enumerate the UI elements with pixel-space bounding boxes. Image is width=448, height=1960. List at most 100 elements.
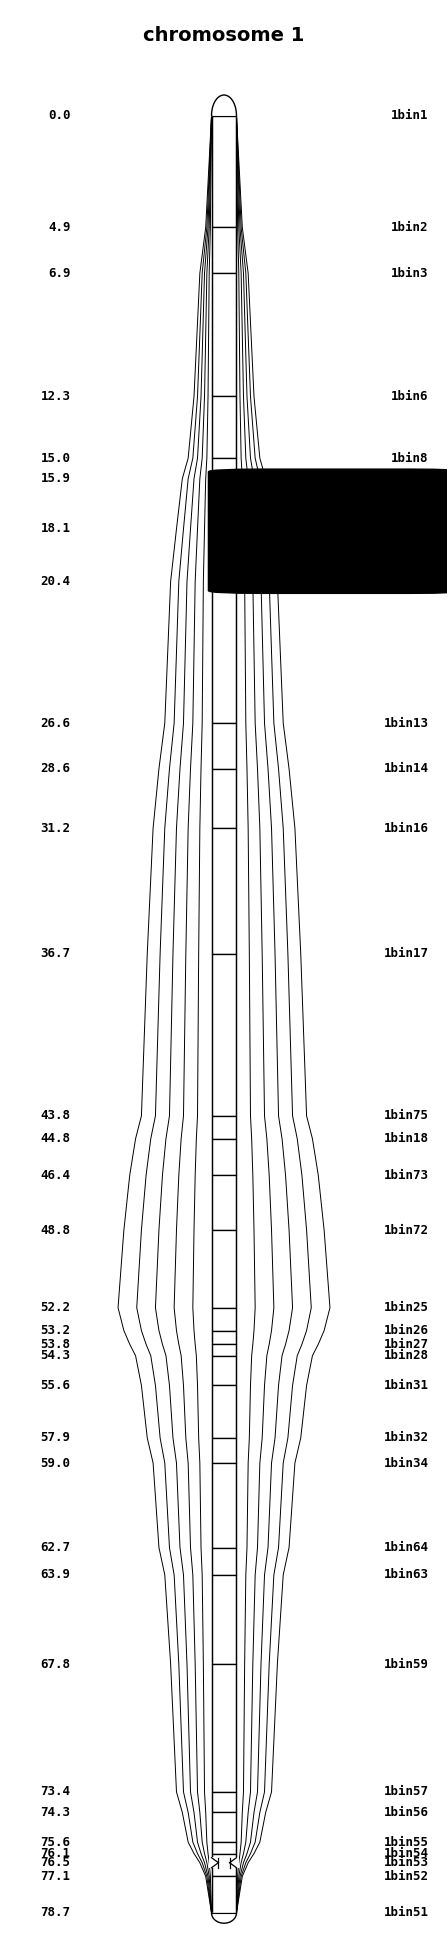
Bar bbox=[211, 1356, 237, 1386]
Text: 26.6: 26.6 bbox=[40, 717, 70, 729]
Text: 1bin63: 1bin63 bbox=[384, 1568, 429, 1582]
Text: 1bin17: 1bin17 bbox=[384, 947, 429, 960]
Bar bbox=[211, 1876, 237, 1913]
Text: 75.6: 75.6 bbox=[40, 1837, 70, 1848]
Text: 31.2: 31.2 bbox=[40, 821, 70, 835]
Text: 1bin25: 1bin25 bbox=[384, 1301, 429, 1315]
Bar bbox=[211, 1462, 237, 1548]
Bar bbox=[211, 582, 237, 723]
Text: 67.8: 67.8 bbox=[40, 1658, 70, 1670]
Text: 28.6: 28.6 bbox=[40, 762, 70, 776]
Text: 1bin31: 1bin31 bbox=[384, 1380, 429, 1392]
Text: 1bin34: 1bin34 bbox=[384, 1456, 429, 1470]
Text: 1bin32: 1bin32 bbox=[384, 1431, 429, 1445]
Text: 1bin73: 1bin73 bbox=[384, 1168, 429, 1182]
Text: 57.9: 57.9 bbox=[40, 1431, 70, 1445]
Bar bbox=[211, 1345, 237, 1356]
Text: 1bin13: 1bin13 bbox=[384, 717, 429, 729]
Text: 76.1: 76.1 bbox=[40, 1846, 70, 1860]
Bar bbox=[211, 227, 237, 272]
Bar bbox=[211, 1576, 237, 1664]
Text: 1bin51: 1bin51 bbox=[384, 1907, 429, 1919]
Text: 0.0: 0.0 bbox=[48, 110, 70, 122]
Text: 1bin26: 1bin26 bbox=[384, 1325, 429, 1337]
Text: 12.3: 12.3 bbox=[40, 390, 70, 404]
Text: 6.9: 6.9 bbox=[48, 267, 70, 280]
Bar bbox=[211, 1862, 237, 1876]
Text: chromosome 1: chromosome 1 bbox=[143, 25, 305, 45]
Text: 1bin56: 1bin56 bbox=[384, 1805, 429, 1819]
Text: 74.3: 74.3 bbox=[40, 1805, 70, 1819]
Text: 1bin27: 1bin27 bbox=[384, 1339, 429, 1350]
Text: 15.0: 15.0 bbox=[40, 451, 70, 465]
Text: 62.7: 62.7 bbox=[40, 1541, 70, 1554]
Text: 46.4: 46.4 bbox=[40, 1168, 70, 1182]
Text: 1bin64: 1bin64 bbox=[384, 1541, 429, 1554]
Text: 48.8: 48.8 bbox=[40, 1223, 70, 1237]
Text: 54.3: 54.3 bbox=[40, 1348, 70, 1362]
Text: 20.4: 20.4 bbox=[40, 574, 70, 588]
Bar bbox=[211, 1854, 237, 1862]
Text: 1bin3: 1bin3 bbox=[391, 267, 429, 280]
Text: 1bin11: 1bin11 bbox=[384, 574, 429, 588]
Bar bbox=[211, 396, 237, 459]
Text: 1bin28: 1bin28 bbox=[384, 1348, 429, 1362]
FancyBboxPatch shape bbox=[208, 468, 448, 594]
Text: 78.7: 78.7 bbox=[40, 1907, 70, 1919]
Bar bbox=[211, 529, 237, 582]
Bar bbox=[211, 829, 237, 955]
Text: 1bin18: 1bin18 bbox=[384, 1133, 429, 1145]
Bar bbox=[211, 1813, 237, 1842]
Text: 53.8: 53.8 bbox=[40, 1339, 70, 1350]
Bar bbox=[211, 1842, 237, 1854]
Text: 1bin53: 1bin53 bbox=[384, 1856, 429, 1870]
Bar bbox=[211, 1664, 237, 1791]
Text: 36.7: 36.7 bbox=[40, 947, 70, 960]
Bar bbox=[211, 955, 237, 1115]
Text: 43.8: 43.8 bbox=[40, 1109, 70, 1123]
Text: 4.9: 4.9 bbox=[48, 221, 70, 233]
Text: 1bin75: 1bin75 bbox=[384, 1109, 429, 1123]
Text: 1bin8: 1bin8 bbox=[391, 451, 429, 465]
Bar bbox=[211, 1307, 237, 1331]
Text: 15.9: 15.9 bbox=[40, 472, 70, 486]
Bar bbox=[211, 1115, 237, 1139]
Bar bbox=[211, 116, 237, 227]
Text: 1bin52: 1bin52 bbox=[384, 1870, 429, 1884]
Text: 76.5: 76.5 bbox=[40, 1856, 70, 1870]
Bar bbox=[211, 459, 237, 478]
Bar bbox=[211, 723, 237, 768]
Bar bbox=[209, 1856, 239, 1868]
Bar bbox=[211, 1176, 237, 1231]
Bar bbox=[211, 1331, 237, 1345]
Text: 1bin59: 1bin59 bbox=[384, 1658, 429, 1670]
Bar bbox=[211, 1386, 237, 1439]
Text: 1bin55: 1bin55 bbox=[384, 1837, 429, 1848]
Bar bbox=[211, 1139, 237, 1176]
Text: 53.2: 53.2 bbox=[40, 1325, 70, 1337]
Text: 1bin1: 1bin1 bbox=[391, 110, 429, 122]
Text: 1bin6: 1bin6 bbox=[391, 390, 429, 404]
Text: 52.2: 52.2 bbox=[40, 1301, 70, 1315]
Text: 1bin57: 1bin57 bbox=[384, 1786, 429, 1799]
Text: 1bin72: 1bin72 bbox=[384, 1223, 429, 1237]
Text: 44.8: 44.8 bbox=[40, 1133, 70, 1145]
Text: 1bin16: 1bin16 bbox=[384, 821, 429, 835]
Text: 18.1: 18.1 bbox=[40, 523, 70, 535]
Bar bbox=[211, 768, 237, 829]
Text: 77.1: 77.1 bbox=[40, 1870, 70, 1884]
Bar bbox=[211, 1791, 237, 1813]
Text: 1bin14: 1bin14 bbox=[384, 762, 429, 776]
Bar bbox=[211, 1439, 237, 1462]
Text: 63.9: 63.9 bbox=[40, 1568, 70, 1582]
Text: 1bin54: 1bin54 bbox=[384, 1846, 429, 1860]
Bar bbox=[211, 478, 237, 529]
Text: 1bin2: 1bin2 bbox=[391, 221, 429, 233]
Bar bbox=[211, 1231, 237, 1307]
Text: 59.0: 59.0 bbox=[40, 1456, 70, 1470]
Text: 55.6: 55.6 bbox=[40, 1380, 70, 1392]
Text: 73.4: 73.4 bbox=[40, 1786, 70, 1799]
Bar bbox=[211, 1548, 237, 1576]
Text: 1bin9: 1bin9 bbox=[391, 472, 429, 486]
Bar bbox=[211, 272, 237, 396]
